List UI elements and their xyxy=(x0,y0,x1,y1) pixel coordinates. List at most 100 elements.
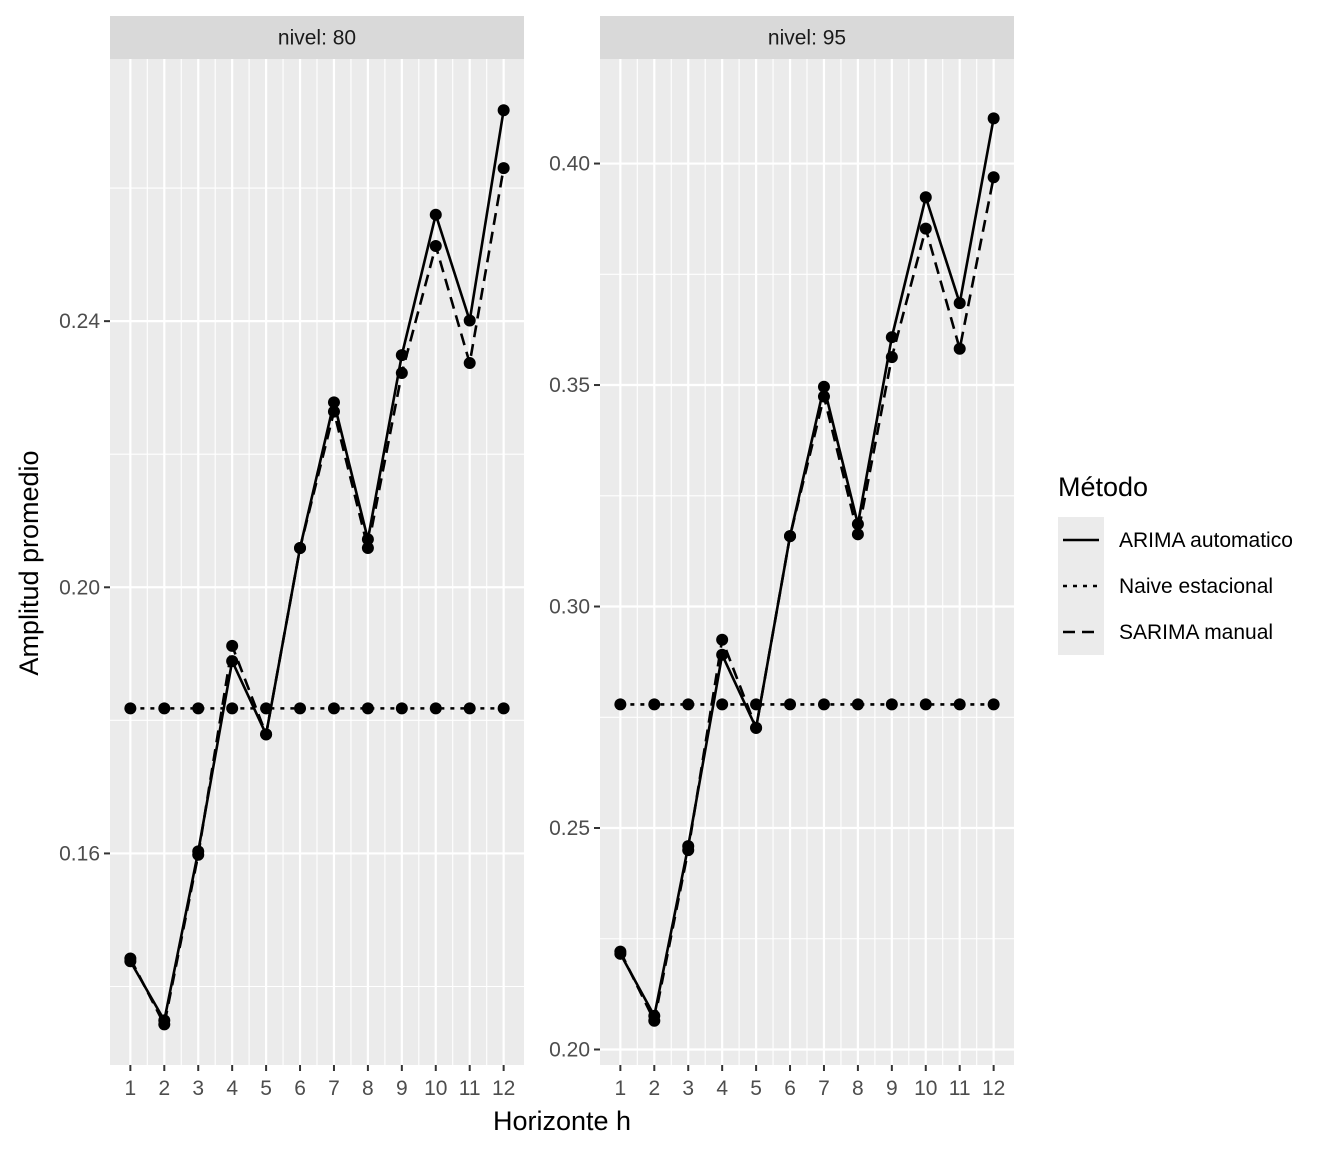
x-tick-label: 6 xyxy=(294,1077,306,1100)
data-point xyxy=(784,698,797,711)
x-tick-label: 7 xyxy=(818,1077,830,1100)
x-tick-label: 8 xyxy=(362,1077,374,1100)
data-point xyxy=(716,648,729,661)
x-tick-label: 5 xyxy=(750,1077,762,1100)
legend-title: Método xyxy=(1058,472,1148,502)
data-point xyxy=(429,239,442,252)
legend-label: SARIMA manual xyxy=(1119,621,1273,644)
data-point xyxy=(327,702,340,715)
data-point xyxy=(987,112,1000,125)
series-line-sarima-manual xyxy=(129,167,505,1029)
data-point xyxy=(784,530,797,543)
data-point xyxy=(682,844,695,857)
data-point xyxy=(294,542,307,555)
data-point xyxy=(226,655,239,668)
facet-strip xyxy=(600,16,1014,59)
data-point xyxy=(953,297,966,310)
y-tick-label: 0.40 xyxy=(549,153,590,176)
data-point xyxy=(885,331,898,344)
x-tick-label: 10 xyxy=(914,1077,937,1100)
data-point xyxy=(260,702,273,715)
data-point xyxy=(817,380,830,393)
data-point xyxy=(226,639,239,652)
y-axis-title: Amplitud promedio xyxy=(14,450,44,675)
data-point xyxy=(497,104,510,117)
data-point xyxy=(192,848,205,861)
x-tick-label: 7 xyxy=(328,1077,340,1100)
y-tick-label: 0.20 xyxy=(549,1038,590,1061)
data-point xyxy=(648,1014,661,1027)
data-point xyxy=(463,314,476,327)
x-tick-label: 12 xyxy=(982,1077,1005,1100)
data-point xyxy=(919,222,932,235)
data-point xyxy=(260,728,273,741)
y-tick-label: 0.16 xyxy=(59,842,100,865)
data-point xyxy=(716,698,729,711)
data-point xyxy=(750,698,763,711)
data-point xyxy=(953,698,966,711)
data-point xyxy=(463,357,476,370)
x-tick-label: 1 xyxy=(615,1077,627,1100)
data-point xyxy=(885,698,898,711)
data-point xyxy=(851,518,864,531)
data-point xyxy=(614,698,627,711)
data-point xyxy=(294,702,307,715)
data-point xyxy=(987,171,1000,184)
legend: Método ARIMA automatico Naive estacional SA… xyxy=(1058,472,1293,655)
data-point xyxy=(192,702,205,715)
data-point xyxy=(817,698,830,711)
x-axis-title: Horizonte h xyxy=(493,1106,631,1136)
data-point xyxy=(158,702,171,715)
y-tick-label: 0.25 xyxy=(549,817,590,840)
data-point xyxy=(497,702,510,715)
data-point xyxy=(226,702,239,715)
x-tick-label: 3 xyxy=(192,1077,204,1100)
x-tick-label: 6 xyxy=(784,1077,796,1100)
facet-strip xyxy=(110,16,524,59)
data-point xyxy=(953,342,966,355)
facet-panel-2: nivel: 950.200.250.300.350.401 2 3 4 5 6 7 8 9 10… xyxy=(549,16,1014,1100)
data-point xyxy=(327,405,340,418)
x-tick-label: 4 xyxy=(716,1077,728,1100)
data-point xyxy=(716,633,729,646)
data-point xyxy=(497,162,510,175)
x-tick-label: 2 xyxy=(158,1077,170,1100)
data-point xyxy=(987,698,1000,711)
x-tick-label: 9 xyxy=(886,1077,898,1100)
x-tick-label: 5 xyxy=(260,1077,272,1100)
x-tick-label: 1 xyxy=(125,1077,137,1100)
data-point xyxy=(750,721,763,734)
x-tick-label: 9 xyxy=(396,1077,408,1100)
data-point xyxy=(817,390,830,403)
x-tick-label: 4 xyxy=(226,1077,238,1100)
y-tick-label: 0.20 xyxy=(59,576,100,599)
data-point xyxy=(614,945,627,958)
x-tick-label: 11 xyxy=(459,1077,481,1100)
x-tick-label: 2 xyxy=(648,1077,660,1100)
data-point xyxy=(395,702,408,715)
legend-label: ARIMA automatico xyxy=(1119,529,1293,552)
facet-strip-label: nivel: 80 xyxy=(278,27,356,50)
data-point xyxy=(395,349,408,362)
y-tick-label: 0.24 xyxy=(59,310,100,333)
data-point xyxy=(124,952,137,965)
data-point xyxy=(682,698,695,711)
data-point xyxy=(851,698,864,711)
data-point xyxy=(885,351,898,364)
x-tick-label: 10 xyxy=(424,1077,447,1100)
y-tick-label: 0.35 xyxy=(549,374,590,397)
data-point xyxy=(361,542,374,555)
data-point xyxy=(429,208,442,221)
facet-strip-label: nivel: 95 xyxy=(768,27,846,50)
data-point xyxy=(124,702,137,715)
series-line-sarima-manual xyxy=(619,177,995,1025)
data-point xyxy=(648,698,661,711)
x-tick-label: 3 xyxy=(682,1077,694,1100)
x-tick-label: 12 xyxy=(492,1077,515,1100)
data-point xyxy=(361,702,374,715)
data-point xyxy=(395,367,408,380)
data-point xyxy=(361,533,374,546)
data-point xyxy=(919,191,932,204)
